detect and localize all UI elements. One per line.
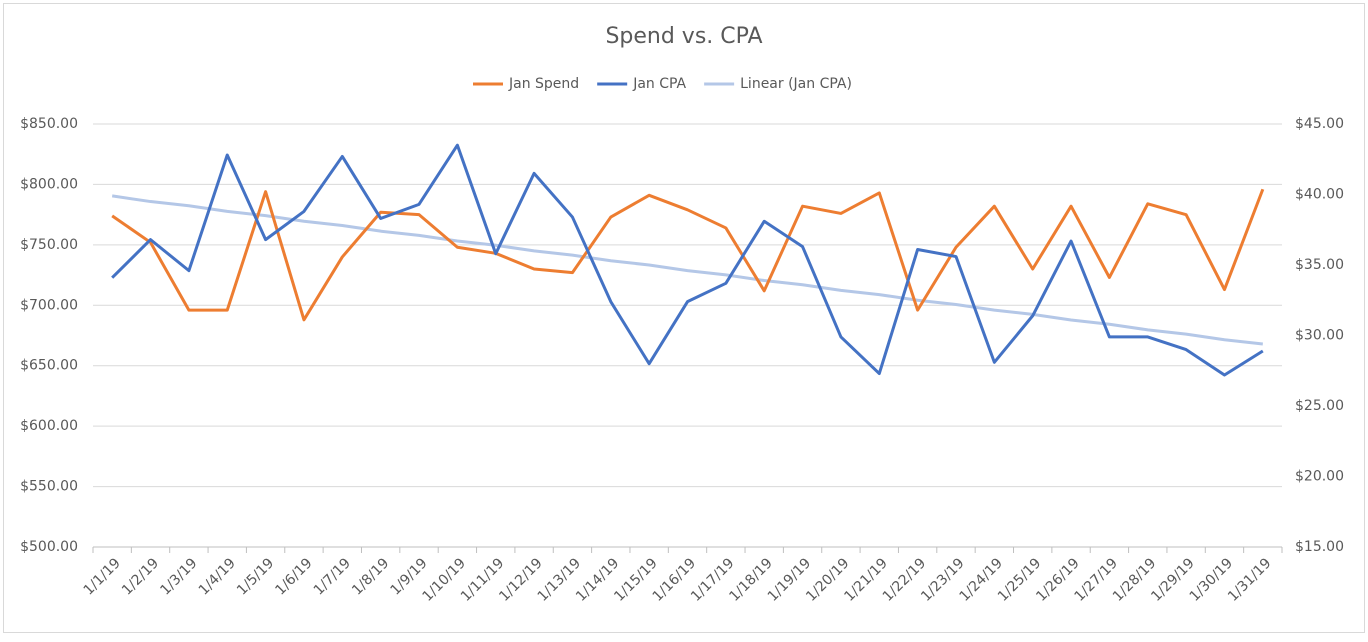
y2-tick-label: $30.00: [1295, 328, 1344, 344]
y2-tick-label: $40.00: [1295, 187, 1344, 203]
y-tick-label: $800.00: [20, 176, 78, 192]
y2-tick-label: $20.00: [1295, 469, 1344, 485]
y-tick-label: $850.00: [20, 116, 78, 132]
legend-label: Jan CPA: [632, 76, 686, 92]
series-line: [111, 143, 1264, 377]
y-tick-label: $600.00: [20, 418, 78, 434]
y2-tick-label: $15.00: [1295, 539, 1344, 555]
y2-tick-label: $45.00: [1295, 116, 1344, 132]
series-line: [111, 188, 1265, 322]
chart-title: Spend vs. CPA: [605, 24, 762, 49]
y2-tick-label: $35.00: [1295, 257, 1344, 273]
y-tick-label: $700.00: [20, 297, 78, 313]
y-tick-label: $550.00: [20, 479, 78, 495]
y-tick-label: $500.00: [20, 539, 78, 555]
legend-label: Jan Spend: [508, 76, 579, 92]
legend-label: Linear (Jan CPA): [740, 76, 852, 92]
y-tick-label: $750.00: [20, 237, 78, 253]
y-tick-label: $650.00: [20, 358, 78, 374]
y2-tick-label: $25.00: [1295, 398, 1344, 414]
series-line: [111, 194, 1263, 346]
chart-border: [3, 3, 1365, 633]
